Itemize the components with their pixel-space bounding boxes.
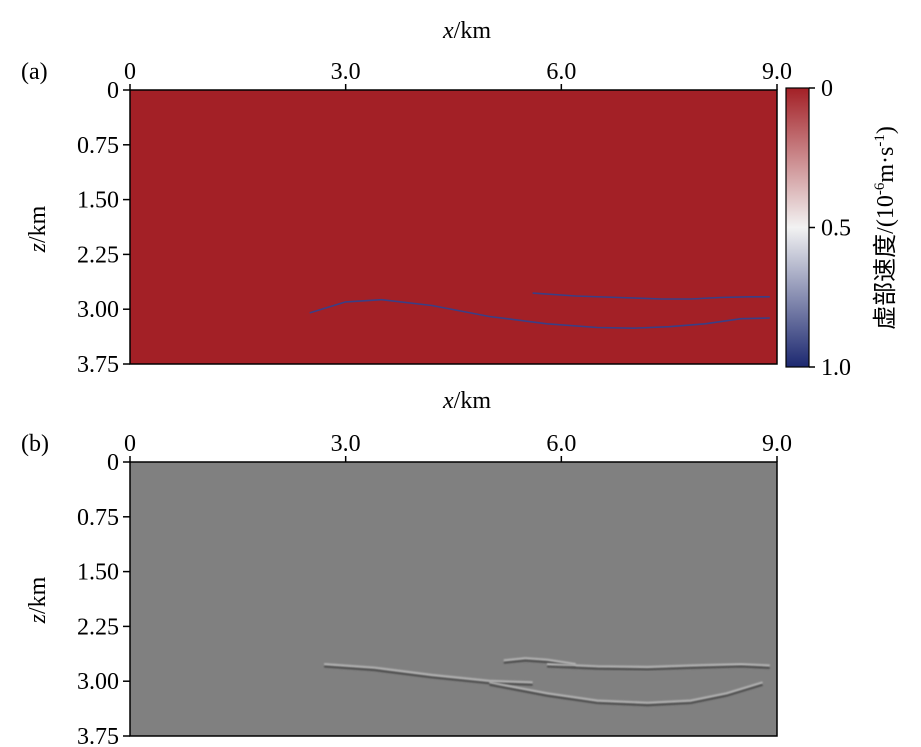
interface-line <box>532 292 770 300</box>
colorbar-gradient <box>785 87 810 368</box>
panel-b-frame <box>129 461 778 737</box>
panel-b: (b) x/km z/km 0 3.0 6.0 9.0 0 0.75 1.50 2.25 3.… <box>21 388 792 747</box>
y-tick-label: 0.75 <box>77 133 119 159</box>
x-tick-label: 6.0 <box>546 59 576 85</box>
colorbar: 0 0.5 1.0 虚部速度/(10-6m·s-1) <box>785 76 899 381</box>
y-tick-label: 2.25 <box>77 242 119 268</box>
colorbar-title-mid: m·s <box>873 147 899 183</box>
x-tick-label: 0 <box>124 431 136 457</box>
panel-a-y-var: z <box>25 242 51 253</box>
colorbar-title-sup1: -6 <box>872 182 888 195</box>
colorbar-title-sup2: -1 <box>872 134 888 147</box>
panel-a-velocity-field <box>130 90 777 364</box>
y-tick-label: 3.75 <box>77 352 119 378</box>
y-tick-label: 3.75 <box>77 724 119 747</box>
colorbar-tick-label: 0.5 <box>821 216 851 242</box>
x-tick-label: 3.0 <box>331 59 361 85</box>
event-highlight <box>324 663 533 684</box>
panel-b-label: (b) <box>21 431 49 457</box>
x-tick-label: 0 <box>124 59 136 85</box>
y-tick-label: 0.75 <box>77 505 119 531</box>
panel-b-x-unit: /km <box>454 388 492 414</box>
x-tick-label: 9.0 <box>762 59 792 85</box>
panel-a-x-unit: /km <box>454 18 492 44</box>
colorbar-title: 虚部速度/(10-6m·s-1) <box>872 126 899 330</box>
panel-b-events <box>324 657 770 707</box>
y-tick-label: 1.50 <box>77 560 119 586</box>
y-tick-label: 0 <box>107 450 119 476</box>
panel-a-x-ticks: 0 3.0 6.0 9.0 <box>124 59 792 90</box>
y-tick-label: 2.25 <box>77 614 119 640</box>
colorbar-tick-label: 1.0 <box>821 355 851 381</box>
x-tick-label: 9.0 <box>762 431 792 457</box>
panel-b-x-ticks: 0 3.0 6.0 9.0 <box>124 431 792 462</box>
event-line <box>546 665 770 671</box>
panel-b-y-var: z <box>25 613 51 624</box>
colorbar-tick-label: 0 <box>821 76 833 102</box>
panel-a: (a) x/km z/km 0 3.0 6.0 9.0 0 0.75 1.50 2.25 3.… <box>21 18 899 381</box>
panel-a-frame <box>129 89 778 365</box>
event-highlight <box>546 662 770 669</box>
x-tick-label: 3.0 <box>331 431 361 457</box>
panel-b-y-ticks: 0 0.75 1.50 2.25 3.00 3.75 <box>77 450 130 747</box>
panel-a-y-ticks: 0 0.75 1.50 2.25 3.00 3.75 <box>77 78 130 378</box>
panel-b-image-field <box>130 462 777 736</box>
panel-a-y-axis-title: z/km <box>25 205 51 253</box>
y-tick-label: 1.50 <box>77 188 119 214</box>
colorbar-ticks: 0 0.5 1.0 <box>809 76 851 381</box>
x-tick-label: 6.0 <box>546 431 576 457</box>
y-tick-label: 3.00 <box>77 669 119 695</box>
event-highlight <box>489 681 763 704</box>
panel-a-interfaces <box>309 292 770 329</box>
event-line <box>324 665 533 686</box>
panel-b-y-unit: /km <box>25 576 51 614</box>
colorbar-title-end: ) <box>873 126 899 134</box>
y-tick-label: 3.00 <box>77 297 119 323</box>
interface-line <box>309 298 770 329</box>
panel-b-y-axis-title: z/km <box>25 576 51 624</box>
y-tick-label: 0 <box>107 78 119 104</box>
panel-a-x-var: x <box>442 18 454 44</box>
colorbar-title-main: 虚部速度/(10 <box>872 195 899 330</box>
event-highlight <box>503 657 576 666</box>
panel-a-x-axis-title: x/km <box>442 18 491 44</box>
panel-a-y-unit: /km <box>25 205 51 243</box>
event-line <box>489 684 763 707</box>
panel-b-x-axis-title: x/km <box>442 388 491 414</box>
panel-b-x-var: x <box>442 388 454 414</box>
panel-a-label: (a) <box>21 59 48 85</box>
